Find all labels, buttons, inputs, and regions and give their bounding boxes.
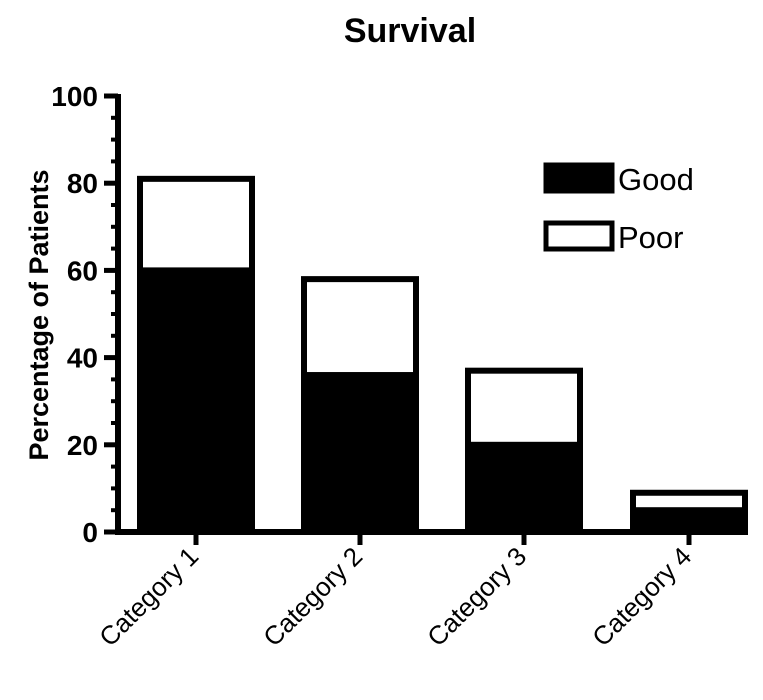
legend-label-poor: Poor <box>618 220 683 255</box>
bar-good-1 <box>137 267 255 535</box>
legend-swatch-poor <box>543 220 615 252</box>
bar-poor-2 <box>301 276 419 379</box>
x-tick-label: Category 3 <box>421 541 532 652</box>
y-axis: 0 20 40 60 80 100 <box>51 81 121 548</box>
x-axis: Category 1 Category 2 Category 3 Category 4 <box>93 529 740 652</box>
y-tick-label: 60 <box>67 255 98 286</box>
y-axis-label: Percentage of Patients <box>24 169 54 460</box>
bar-good-3 <box>465 441 583 535</box>
legend-label-good: Good <box>618 162 694 197</box>
legend: Good Poor <box>543 162 694 255</box>
x-tick-label: Category 2 <box>257 541 368 652</box>
y-tick-label: 80 <box>67 168 98 199</box>
y-tick-label: 100 <box>51 81 98 112</box>
x-tick-label: Category 4 <box>586 541 697 652</box>
y-tick-label: 40 <box>67 343 98 374</box>
bar-poor-3 <box>465 367 583 448</box>
bar-good-4 <box>630 507 748 536</box>
chart-title: Survival <box>344 12 476 50</box>
bar-poor-4 <box>630 489 748 514</box>
bars-layer <box>137 175 748 536</box>
bar-good-2 <box>301 372 419 536</box>
legend-swatch-good <box>543 162 615 194</box>
y-tick-label: 20 <box>67 430 98 461</box>
bar-poor-1 <box>137 175 255 274</box>
x-tick-label: Category 1 <box>93 541 204 652</box>
y-tick-label: 0 <box>82 517 98 548</box>
